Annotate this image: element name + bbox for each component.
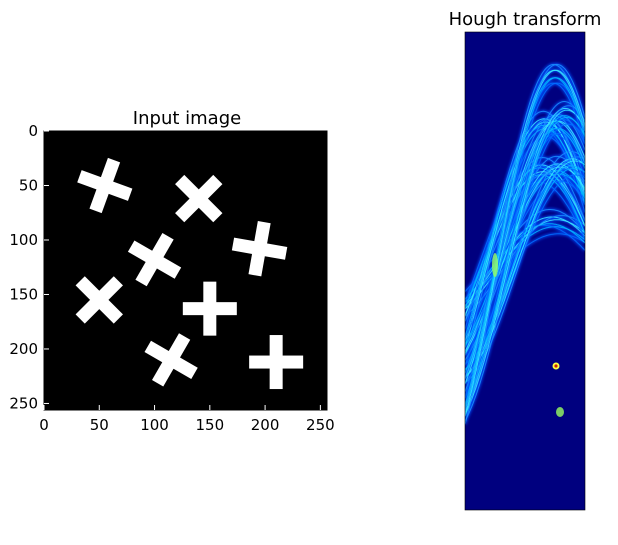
cross-bar-vertical	[135, 232, 174, 287]
cross-bar-vertical	[175, 174, 223, 223]
cross-shape	[144, 333, 198, 387]
cross-shape	[231, 220, 288, 277]
hough-lines	[465, 63, 585, 425]
y-tick-label: 150	[9, 285, 38, 303]
hough-curve	[465, 125, 585, 338]
y-tick-label: 100	[9, 231, 38, 249]
cross-shape	[75, 276, 123, 324]
x-tick-label: 150	[196, 416, 225, 434]
hough-curve	[465, 63, 585, 425]
cross-shape	[249, 335, 304, 390]
hough-transform-frame	[464, 31, 586, 511]
hough-hotspot	[492, 253, 498, 277]
hough-curve	[465, 114, 585, 379]
y-tick-label: 0	[28, 122, 38, 140]
y-tick-label: 50	[19, 176, 38, 194]
hough-curve	[465, 156, 585, 384]
hough-curve	[465, 121, 585, 348]
x-tick-label: 50	[90, 416, 109, 434]
hough-curve	[465, 219, 585, 310]
cross-shape	[127, 232, 182, 287]
x-tick-label: 250	[306, 416, 335, 434]
hough-curve	[465, 105, 585, 422]
x-axis: 0 50 100 150 200 250	[39, 405, 335, 434]
cross-bar-vertical	[89, 157, 121, 214]
input-image-title: Input image	[133, 108, 241, 129]
input-image-shapes	[75, 157, 304, 390]
cross-bar-vertical	[151, 333, 191, 387]
y-axis: 0 50 100 150 200 250	[9, 122, 49, 412]
x-tick-label: 200	[251, 416, 280, 434]
hough-transform-title: Hough transform	[449, 9, 602, 30]
hough-curve	[465, 127, 585, 330]
hough-curve	[465, 109, 585, 415]
hough-peak	[554, 364, 558, 368]
cross-bar-vertical	[75, 276, 123, 324]
x-tick-label: 0	[39, 416, 49, 434]
hough-curve	[465, 164, 585, 303]
hough-sinusoids	[465, 62, 585, 425]
y-tick-label: 200	[9, 340, 38, 358]
hough-curve	[465, 118, 585, 399]
cross-shape	[77, 157, 133, 214]
input-image-frame	[43, 130, 328, 411]
y-tick-label: 250	[9, 394, 38, 412]
cross-bar-vertical	[203, 281, 217, 336]
cross-shape	[175, 174, 223, 223]
hough-hotspot	[556, 407, 564, 417]
hough-curve	[465, 215, 585, 317]
cross-bar-vertical	[269, 335, 283, 390]
cross-bar-vertical	[248, 220, 271, 277]
hough-curve	[465, 101, 585, 417]
cross-shape	[182, 281, 237, 336]
x-tick-label: 100	[140, 416, 169, 434]
hough-curve	[465, 115, 585, 406]
